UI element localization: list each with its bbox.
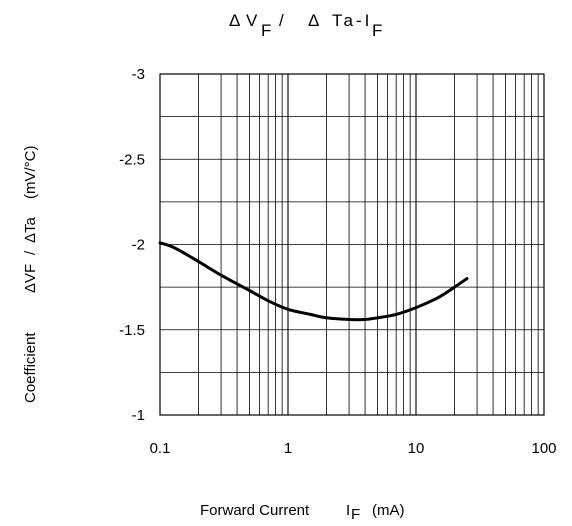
- title-slash: /: [279, 11, 284, 30]
- grid: [160, 74, 544, 415]
- y-axis-label-dvf: ΔVF: [22, 264, 39, 293]
- title-ta-i: Ta-I: [332, 11, 372, 30]
- y-tick-label: -2.5: [119, 151, 145, 168]
- title-v: V: [246, 11, 258, 30]
- plot-frame: [159, 73, 545, 416]
- series: [158, 241, 469, 322]
- chart-title: Δ V F / Δ Ta-I F: [229, 11, 382, 40]
- x-tick-label: 1: [284, 440, 292, 457]
- series-line: [158, 241, 469, 322]
- title-delta-1: Δ: [229, 11, 240, 30]
- y-tick-label: -2: [132, 237, 145, 254]
- x-axis-label: Forward Current I F (mA): [200, 502, 405, 523]
- y-tick-label: -3: [132, 66, 145, 83]
- y-tick-label: -1: [132, 407, 145, 424]
- title-delta-2: Δ: [308, 11, 319, 30]
- title-sub-f-2: F: [372, 21, 382, 40]
- y-axis-label-unit: (mV/°C): [22, 146, 39, 200]
- x-tick-label: 10: [408, 440, 425, 457]
- tick-labels: 0.1 1 10 100 -3 -2.5 -2 -1.5 -1: [119, 66, 556, 457]
- x-tick-label: 0.1: [150, 440, 171, 457]
- y-axis-label-slash: /: [22, 250, 39, 255]
- x-tick-label: 100: [531, 440, 556, 457]
- y-tick-label: -1.5: [119, 322, 145, 339]
- x-axis-label-main: Forward Current: [200, 502, 310, 519]
- y-axis-label-word: Coefficient: [22, 332, 39, 403]
- title-sub-f-1: F: [261, 21, 271, 40]
- x-axis-label-i: I: [346, 502, 350, 519]
- y-axis-label-dta: ΔTa: [22, 216, 39, 243]
- y-axis-label: Coefficient ΔVF / ΔTa (mV/°C): [22, 146, 39, 404]
- x-axis-label-sub: F: [351, 506, 360, 523]
- x-axis-label-unit: (mA): [372, 502, 405, 519]
